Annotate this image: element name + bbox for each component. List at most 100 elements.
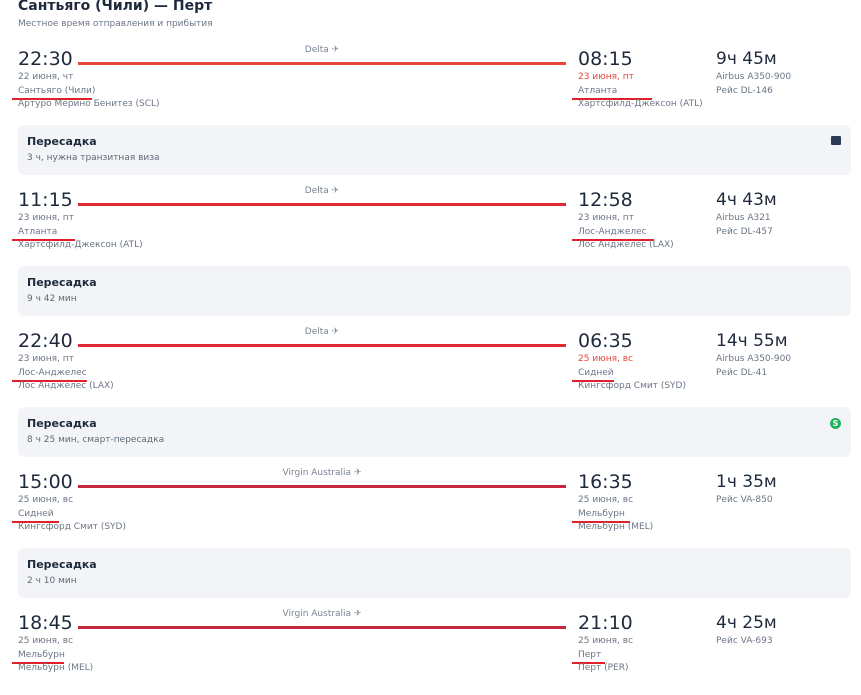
arrival-airport: Кингсфорд Смит (SYD) (578, 381, 686, 391)
route-line (78, 485, 566, 488)
arrival-time: 12:58 (578, 189, 633, 211)
annotation-underline (572, 662, 605, 664)
airline-label: Delta ✈ (78, 186, 566, 196)
arrival-date: 23 июня, пт (578, 72, 634, 82)
arrival-city: Перт (578, 650, 602, 660)
arrival-airport: Лос Анджелес (LAX) (578, 240, 674, 250)
annotation-underline (12, 521, 59, 523)
arrival-date: 25 июня, вс (578, 495, 634, 505)
annotation-underline (12, 98, 92, 100)
airline-label: Delta ✈ (78, 327, 566, 337)
route-line (78, 62, 566, 65)
annotation-underline (572, 98, 652, 100)
departure-airport: Мельбурн (MEL) (18, 663, 94, 673)
arrival-airport: Перт (PER) (578, 663, 629, 673)
flight-duration: 14ч 55м (716, 331, 788, 351)
arrival-date: 25 июня, вс (578, 354, 634, 364)
plane-icon: ✈ (353, 609, 362, 619)
route-line (78, 344, 566, 347)
arrival-airport: Хартсфилд-Джексон (ATL) (578, 99, 703, 109)
smart-layover-icon[interactable]: S (830, 418, 841, 429)
flight-number: Рейс VA-693 (716, 636, 773, 646)
arrival-time: 16:35 (578, 471, 633, 493)
plane-icon: ✈ (331, 327, 340, 337)
annotation-underline (12, 239, 75, 241)
page-title: Сантьяго (Чили) — Перт (18, 0, 213, 14)
departure-airport: Лос Анджелес (LAX) (18, 381, 114, 391)
flight-number: Рейс DL-146 (716, 86, 773, 96)
arrival-time: 21:10 (578, 612, 633, 634)
arrival-city: Лос-Анджелес (578, 227, 647, 237)
arrival-city: Сидней (578, 368, 614, 378)
departure-airport: Артуро Мерино Бенитез (SCL) (18, 99, 160, 109)
layover-detail: 9 ч 42 мин (27, 294, 77, 304)
airline-label: Delta ✈ (78, 45, 566, 55)
aircraft: Airbus A350-900 (716, 354, 792, 364)
layover-title: Пересадка (27, 558, 97, 571)
flight-segment: Delta ✈ 22:30 22 июня, чт Сантьяго (Чили… (0, 45, 861, 125)
departure-time: 11:15 (18, 189, 73, 211)
flight-duration: 9ч 45м (716, 49, 777, 69)
airline-name: Delta (304, 45, 329, 55)
plane-icon: ✈ (353, 468, 362, 478)
flight-number: Рейс VA-850 (716, 495, 773, 505)
departure-date: 25 июня, вс (18, 495, 74, 505)
route-line (78, 203, 566, 206)
departure-city: Сидней (18, 509, 54, 519)
visa-book-icon[interactable] (831, 136, 841, 145)
annotation-underline (572, 521, 630, 523)
layover-title: Пересадка (27, 417, 97, 430)
departure-date: 23 июня, пт (18, 354, 74, 364)
departure-date: 25 июня, вс (18, 636, 74, 646)
arrival-airport: Мельбурн (MEL) (578, 522, 654, 532)
layover-title: Пересадка (27, 276, 97, 289)
annotation-underline (12, 380, 87, 382)
annotation-underline (12, 662, 64, 664)
layover-title: Пересадка (27, 135, 97, 148)
plane-icon: ✈ (331, 186, 340, 196)
departure-airport: Кингсфорд Смит (SYD) (18, 522, 126, 532)
page-subtitle: Местное время отправления и прибытия (18, 19, 213, 29)
plane-icon: ✈ (331, 45, 340, 55)
airline-name: Virgin Australia (282, 468, 352, 478)
arrival-time: 06:35 (578, 330, 633, 352)
route-line (78, 626, 566, 629)
flight-duration: 1ч 35м (716, 472, 777, 492)
aircraft: Airbus A350-900 (716, 72, 792, 82)
aircraft: Airbus A321 (716, 213, 771, 223)
departure-city: Лос-Анджелес (18, 368, 87, 378)
layover-detail: 2 ч 10 мин (27, 576, 77, 586)
airline-name: Virgin Australia (282, 609, 352, 619)
annotation-underline (572, 239, 654, 241)
airline-name: Delta (304, 186, 329, 196)
arrival-city: Мельбурн (578, 509, 625, 519)
arrival-city: Атланта (578, 86, 618, 96)
departure-airport: Хартсфилд-Джексон (ATL) (18, 240, 143, 250)
departure-time: 18:45 (18, 612, 73, 634)
flight-duration: 4ч 25м (716, 613, 777, 633)
flight-segment: Virgin Australia ✈ 18:45 25 июня, вс Мел… (0, 609, 861, 689)
arrival-time: 08:15 (578, 48, 633, 70)
layover-info: Пересадка 2 ч 10 мин (18, 548, 851, 598)
layover-info: Пересадка 3 ч, нужна транзитная виза (18, 125, 851, 175)
arrival-date: 25 июня, вс (578, 636, 634, 646)
flight-segment: Delta ✈ 22:40 23 июня, пт Лос-Анджелес Л… (0, 327, 861, 407)
airline-label: Virgin Australia ✈ (78, 468, 566, 478)
flight-number: Рейс DL-41 (716, 368, 768, 378)
layover-detail: 3 ч, нужна транзитная виза (27, 153, 160, 163)
flight-duration: 4ч 43м (716, 190, 777, 210)
departure-city: Мельбурн (18, 650, 65, 660)
annotation-underline (572, 380, 614, 382)
airline-name: Delta (304, 327, 329, 337)
arrival-date: 23 июня, пт (578, 213, 634, 223)
departure-date: 23 июня, пт (18, 213, 74, 223)
flight-segment: Delta ✈ 11:15 23 июня, пт Атланта Хартсф… (0, 186, 861, 266)
layover-info: Пересадка 8 ч 25 мин, смарт-пересадка S (18, 407, 851, 457)
layover-detail: 8 ч 25 мин, смарт-пересадка (27, 435, 165, 445)
departure-date: 22 июня, чт (18, 72, 74, 82)
flight-segment: Virgin Australia ✈ 15:00 25 июня, вс Сид… (0, 468, 861, 548)
airline-label: Virgin Australia ✈ (78, 609, 566, 619)
departure-time: 22:40 (18, 330, 73, 352)
layover-info: Пересадка 9 ч 42 мин (18, 266, 851, 316)
departure-time: 15:00 (18, 471, 73, 493)
